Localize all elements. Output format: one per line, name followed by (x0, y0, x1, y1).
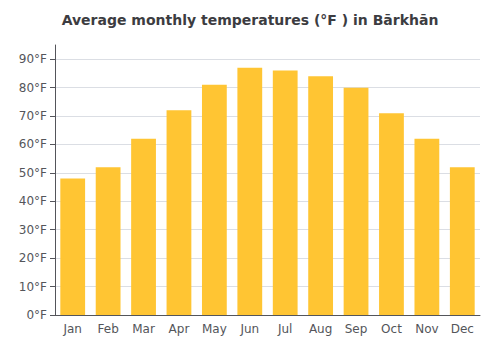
svg-text:20°F: 20°F (19, 251, 47, 265)
svg-text:Jul: Jul (277, 322, 292, 336)
svg-text:10°F: 10°F (19, 280, 47, 294)
svg-text:70°F: 70°F (19, 109, 47, 123)
svg-text:Sep: Sep (345, 322, 368, 336)
svg-text:60°F: 60°F (19, 137, 47, 151)
svg-text:May: May (202, 322, 227, 336)
svg-text:90°F: 90°F (19, 52, 47, 66)
svg-text:40°F: 40°F (19, 194, 47, 208)
svg-text:Average monthly temperatures (: Average monthly temperatures (°F ) in Bā… (62, 12, 439, 28)
svg-text:Nov: Nov (415, 322, 438, 336)
svg-text:80°F: 80°F (19, 81, 47, 95)
svg-text:Jun: Jun (239, 322, 259, 336)
svg-text:Mar: Mar (132, 322, 155, 336)
svg-text:Jan: Jan (62, 322, 82, 336)
svg-text:Apr: Apr (169, 322, 190, 336)
svg-text:50°F: 50°F (19, 166, 47, 180)
svg-text:30°F: 30°F (19, 223, 47, 237)
svg-text:Feb: Feb (98, 322, 119, 336)
svg-text:Oct: Oct (381, 322, 402, 336)
svg-text:Aug: Aug (309, 322, 332, 336)
svg-text:Dec: Dec (451, 322, 474, 336)
svg-text:0°F: 0°F (26, 308, 47, 322)
